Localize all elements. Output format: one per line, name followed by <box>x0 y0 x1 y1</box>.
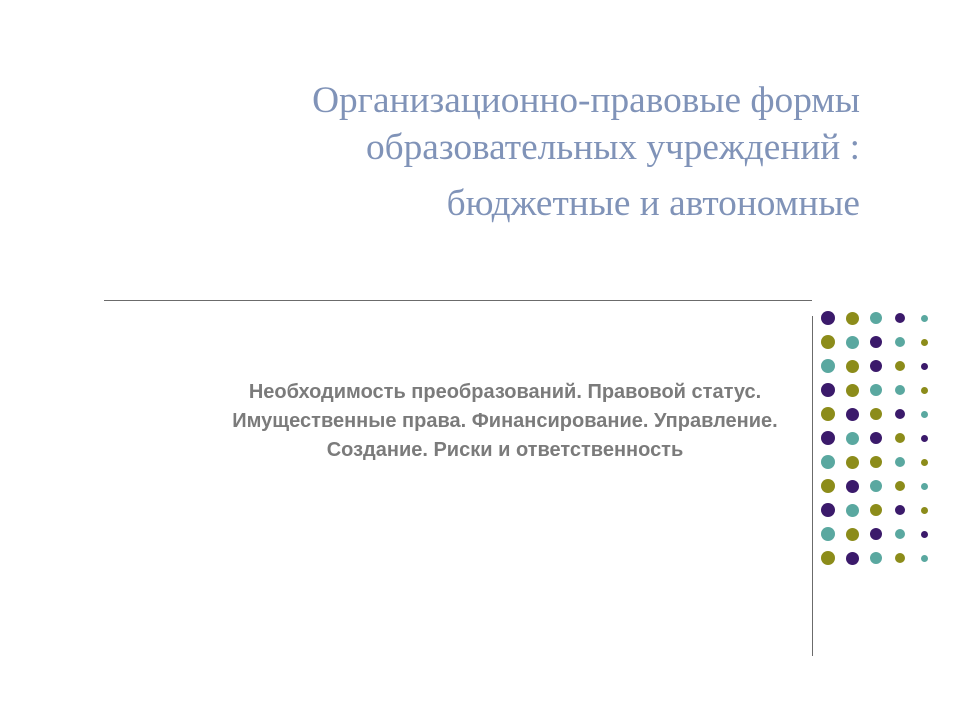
decorative-dot <box>846 456 859 469</box>
decorative-dot <box>821 383 835 397</box>
decorative-dot <box>870 432 882 444</box>
decorative-dot <box>821 335 835 349</box>
decorative-dot <box>895 505 905 515</box>
decorative-dot <box>921 339 928 346</box>
decorative-dot <box>921 507 928 514</box>
decorative-dot <box>821 407 835 421</box>
decorative-dot <box>821 503 835 517</box>
decorative-dot <box>921 387 928 394</box>
decorative-dot <box>921 531 928 538</box>
decorative-dot <box>821 455 835 469</box>
decorative-dot <box>895 553 905 563</box>
decorative-dot <box>821 527 835 541</box>
decorative-dot <box>821 311 835 325</box>
decorative-dot <box>870 456 882 468</box>
decorative-dot <box>921 411 928 418</box>
decorative-dot <box>895 529 905 539</box>
decorative-dot <box>870 336 882 348</box>
decorative-dot <box>821 359 835 373</box>
decorative-dot <box>846 408 859 421</box>
decorative-dot <box>870 504 882 516</box>
decorative-dot <box>846 336 859 349</box>
decorative-dot <box>870 360 882 372</box>
decorative-dot <box>921 363 928 370</box>
dot-grid <box>0 0 960 720</box>
decorative-dot <box>846 384 859 397</box>
decorative-dot <box>870 384 882 396</box>
decorative-dot <box>895 433 905 443</box>
decorative-dot <box>821 479 835 493</box>
decorative-dot <box>870 480 882 492</box>
decorative-dot <box>821 431 835 445</box>
decorative-dot <box>870 408 882 420</box>
decorative-dot <box>895 361 905 371</box>
decorative-dot <box>895 337 905 347</box>
decorative-dot <box>921 315 928 322</box>
decorative-dot <box>846 360 859 373</box>
decorative-dot <box>921 435 928 442</box>
decorative-dot <box>846 528 859 541</box>
decorative-dot <box>846 432 859 445</box>
decorative-dot <box>870 312 882 324</box>
slide: Организационно-правовые формы образовате… <box>0 0 960 720</box>
decorative-dot <box>821 551 835 565</box>
decorative-dot <box>870 552 882 564</box>
decorative-dot <box>921 459 928 466</box>
decorative-dot <box>895 385 905 395</box>
decorative-dot <box>895 313 905 323</box>
decorative-dot <box>895 457 905 467</box>
decorative-dot <box>846 504 859 517</box>
decorative-dot <box>846 552 859 565</box>
decorative-dot <box>846 480 859 493</box>
decorative-dot <box>895 409 905 419</box>
decorative-dot <box>846 312 859 325</box>
decorative-dot <box>921 555 928 562</box>
decorative-dot <box>870 528 882 540</box>
decorative-dot <box>921 483 928 490</box>
decorative-dot <box>895 481 905 491</box>
